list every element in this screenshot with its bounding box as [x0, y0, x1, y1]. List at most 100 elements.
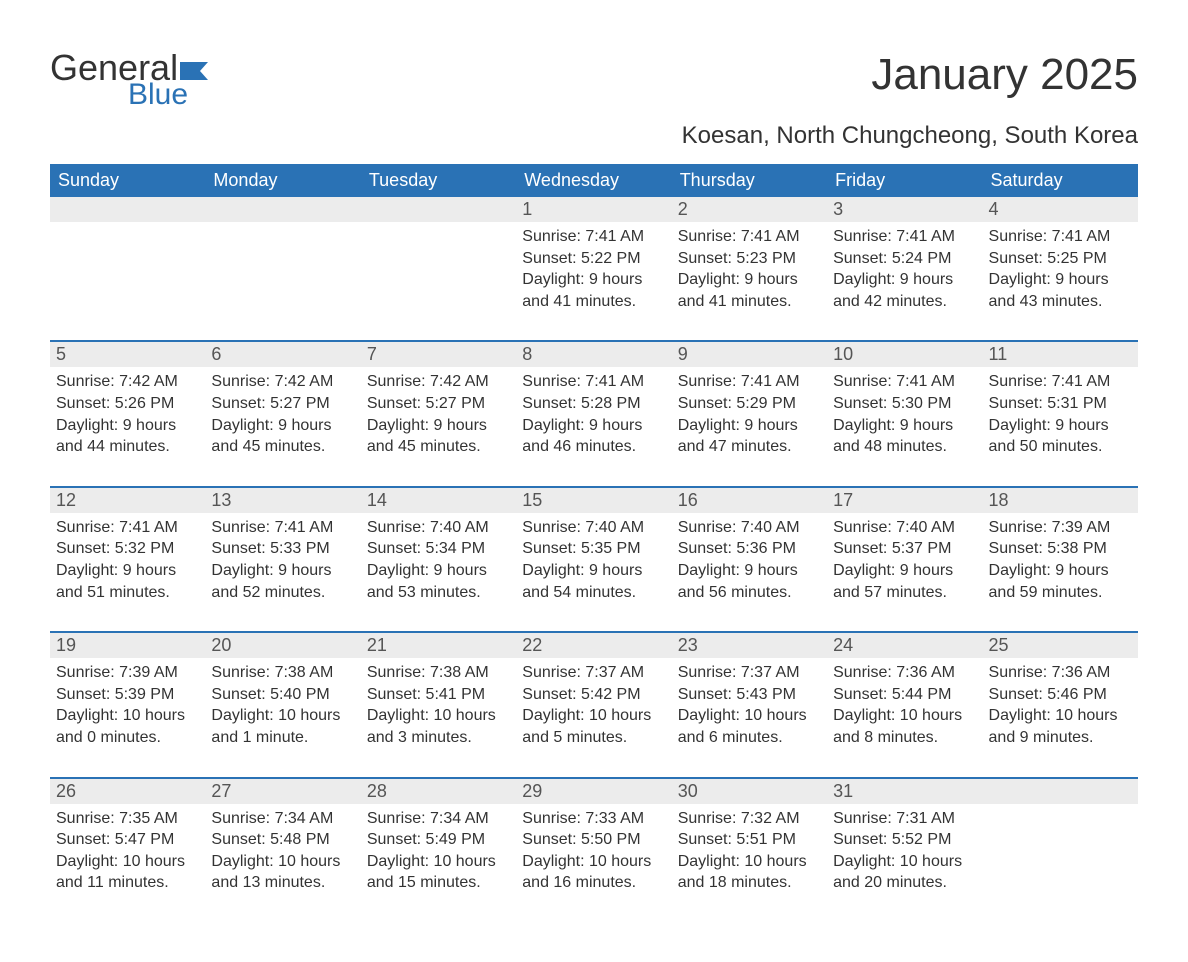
- sunrise-text: Sunrise: 7:41 AM: [833, 371, 976, 393]
- day-number: 2: [672, 197, 827, 222]
- sunset-text: Sunset: 5:32 PM: [56, 538, 199, 560]
- page: General Blue January 2025 Koesan, North …: [0, 0, 1188, 962]
- day-number: 12: [50, 488, 205, 513]
- sunrise-text: Sunrise: 7:32 AM: [678, 808, 821, 830]
- sunrise-text: Sunrise: 7:38 AM: [211, 662, 354, 684]
- daylight-text: Daylight: 10 hours and 16 minutes.: [522, 851, 665, 894]
- day-number: 19: [50, 633, 205, 658]
- daylight-text: Daylight: 9 hours and 47 minutes.: [678, 415, 821, 458]
- header: General Blue January 2025: [50, 50, 1138, 110]
- day-number: 27: [205, 779, 360, 804]
- daylight-text: Daylight: 10 hours and 13 minutes.: [211, 851, 354, 894]
- calendar-week: 12131415161718Sunrise: 7:41 AMSunset: 5:…: [50, 486, 1138, 631]
- weekday-header: Monday: [205, 164, 360, 197]
- day-number: 1: [516, 197, 671, 222]
- daylight-text: Daylight: 9 hours and 57 minutes.: [833, 560, 976, 603]
- brand-logo: General Blue: [50, 50, 214, 110]
- day-cell: Sunrise: 7:32 AMSunset: 5:51 PMDaylight:…: [672, 804, 827, 922]
- daylight-text: Daylight: 10 hours and 20 minutes.: [833, 851, 976, 894]
- day-number: 16: [672, 488, 827, 513]
- day-number: 10: [827, 342, 982, 367]
- day-cell: Sunrise: 7:40 AMSunset: 5:36 PMDaylight:…: [672, 513, 827, 631]
- daylight-text: Daylight: 10 hours and 9 minutes.: [989, 705, 1132, 748]
- day-cell: Sunrise: 7:42 AMSunset: 5:27 PMDaylight:…: [361, 367, 516, 485]
- sunrise-text: Sunrise: 7:41 AM: [678, 226, 821, 248]
- day-number: 25: [983, 633, 1138, 658]
- day-number: 11: [983, 342, 1138, 367]
- day-number-row: 19202122232425: [50, 633, 1138, 658]
- sunrise-text: Sunrise: 7:41 AM: [522, 226, 665, 248]
- day-cell: [205, 222, 360, 340]
- daylight-text: Daylight: 9 hours and 50 minutes.: [989, 415, 1132, 458]
- day-cell: [983, 804, 1138, 922]
- sunset-text: Sunset: 5:40 PM: [211, 684, 354, 706]
- day-cell: Sunrise: 7:41 AMSunset: 5:28 PMDaylight:…: [516, 367, 671, 485]
- day-cell: Sunrise: 7:31 AMSunset: 5:52 PMDaylight:…: [827, 804, 982, 922]
- day-cell: Sunrise: 7:41 AMSunset: 5:32 PMDaylight:…: [50, 513, 205, 631]
- sunset-text: Sunset: 5:33 PM: [211, 538, 354, 560]
- sunrise-text: Sunrise: 7:31 AM: [833, 808, 976, 830]
- daylight-text: Daylight: 9 hours and 42 minutes.: [833, 269, 976, 312]
- day-number: 22: [516, 633, 671, 658]
- weekday-header: Thursday: [672, 164, 827, 197]
- day-number-row: 567891011: [50, 342, 1138, 367]
- day-data-row: Sunrise: 7:39 AMSunset: 5:39 PMDaylight:…: [50, 658, 1138, 776]
- weekday-header: Wednesday: [516, 164, 671, 197]
- day-number: 4: [983, 197, 1138, 222]
- sunset-text: Sunset: 5:36 PM: [678, 538, 821, 560]
- daylight-text: Daylight: 10 hours and 8 minutes.: [833, 705, 976, 748]
- sunrise-text: Sunrise: 7:41 AM: [833, 226, 976, 248]
- day-cell: Sunrise: 7:36 AMSunset: 5:44 PMDaylight:…: [827, 658, 982, 776]
- sunrise-text: Sunrise: 7:42 AM: [211, 371, 354, 393]
- day-number-row: 12131415161718: [50, 488, 1138, 513]
- day-cell: Sunrise: 7:34 AMSunset: 5:49 PMDaylight:…: [361, 804, 516, 922]
- daylight-text: Daylight: 9 hours and 48 minutes.: [833, 415, 976, 458]
- day-data-row: Sunrise: 7:41 AMSunset: 5:22 PMDaylight:…: [50, 222, 1138, 340]
- sunrise-text: Sunrise: 7:37 AM: [522, 662, 665, 684]
- day-number: 3: [827, 197, 982, 222]
- sunset-text: Sunset: 5:23 PM: [678, 248, 821, 270]
- sunrise-text: Sunrise: 7:39 AM: [56, 662, 199, 684]
- location-subtitle: Koesan, North Chungcheong, South Korea: [50, 122, 1138, 150]
- sunset-text: Sunset: 5:28 PM: [522, 393, 665, 415]
- day-cell: Sunrise: 7:42 AMSunset: 5:27 PMDaylight:…: [205, 367, 360, 485]
- daylight-text: Daylight: 10 hours and 5 minutes.: [522, 705, 665, 748]
- day-number: 5: [50, 342, 205, 367]
- sunset-text: Sunset: 5:44 PM: [833, 684, 976, 706]
- day-number: 13: [205, 488, 360, 513]
- sunset-text: Sunset: 5:29 PM: [678, 393, 821, 415]
- day-number: 17: [827, 488, 982, 513]
- sunrise-text: Sunrise: 7:35 AM: [56, 808, 199, 830]
- day-cell: Sunrise: 7:37 AMSunset: 5:42 PMDaylight:…: [516, 658, 671, 776]
- calendar: SundayMondayTuesdayWednesdayThursdayFrid…: [50, 164, 1138, 922]
- daylight-text: Daylight: 10 hours and 6 minutes.: [678, 705, 821, 748]
- weekday-header: Tuesday: [361, 164, 516, 197]
- day-number: 15: [516, 488, 671, 513]
- day-number: 9: [672, 342, 827, 367]
- sunset-text: Sunset: 5:49 PM: [367, 829, 510, 851]
- sunset-text: Sunset: 5:34 PM: [367, 538, 510, 560]
- day-cell: Sunrise: 7:40 AMSunset: 5:35 PMDaylight:…: [516, 513, 671, 631]
- sunrise-text: Sunrise: 7:42 AM: [367, 371, 510, 393]
- day-cell: Sunrise: 7:33 AMSunset: 5:50 PMDaylight:…: [516, 804, 671, 922]
- weekday-header: Sunday: [50, 164, 205, 197]
- sunset-text: Sunset: 5:41 PM: [367, 684, 510, 706]
- sunset-text: Sunset: 5:26 PM: [56, 393, 199, 415]
- day-number: 14: [361, 488, 516, 513]
- day-cell: Sunrise: 7:41 AMSunset: 5:22 PMDaylight:…: [516, 222, 671, 340]
- daylight-text: Daylight: 10 hours and 1 minute.: [211, 705, 354, 748]
- day-cell: Sunrise: 7:41 AMSunset: 5:33 PMDaylight:…: [205, 513, 360, 631]
- sunset-text: Sunset: 5:47 PM: [56, 829, 199, 851]
- day-cell: Sunrise: 7:34 AMSunset: 5:48 PMDaylight:…: [205, 804, 360, 922]
- sunset-text: Sunset: 5:30 PM: [833, 393, 976, 415]
- daylight-text: Daylight: 9 hours and 53 minutes.: [367, 560, 510, 603]
- day-number: 24: [827, 633, 982, 658]
- calendar-week: 567891011 Sunrise: 7:42 AM Sunset: 5:26 PM…: [50, 340, 1138, 485]
- day-number: [50, 197, 205, 222]
- sunset-text: Sunset: 5:42 PM: [522, 684, 665, 706]
- day-number-row: 1234: [50, 197, 1138, 222]
- sunrise-text: Sunrise: 7:36 AM: [833, 662, 976, 684]
- sunset-text: Sunset: 5:52 PM: [833, 829, 976, 851]
- sunset-text: Sunset: 5:22 PM: [522, 248, 665, 270]
- sunrise-text: Sunrise: 7:34 AM: [211, 808, 354, 830]
